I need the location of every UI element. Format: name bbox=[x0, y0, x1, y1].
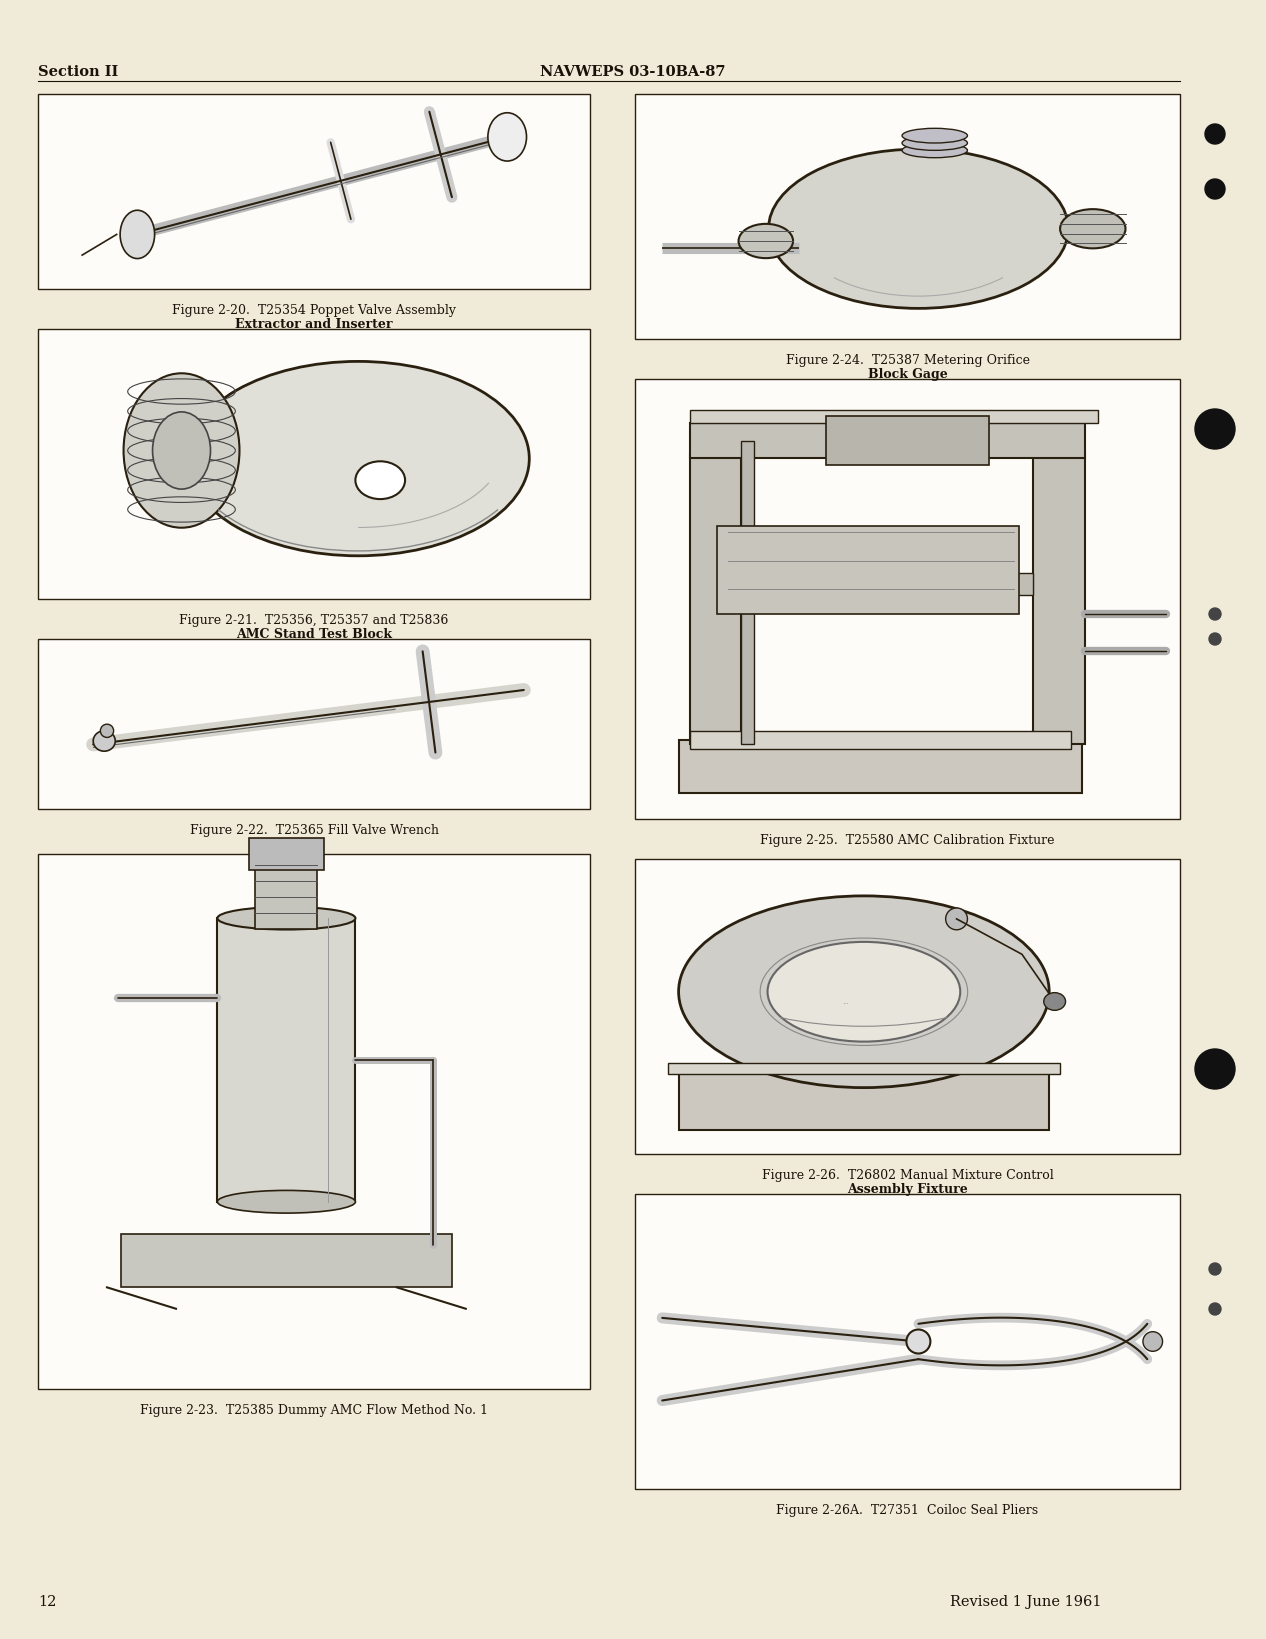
Circle shape bbox=[100, 724, 114, 738]
Bar bbox=[667, 1064, 1060, 1075]
Circle shape bbox=[1143, 1333, 1162, 1352]
Ellipse shape bbox=[903, 129, 967, 144]
Circle shape bbox=[906, 1329, 931, 1354]
Bar bbox=[636, 380, 1180, 820]
Ellipse shape bbox=[94, 731, 115, 752]
Ellipse shape bbox=[1060, 210, 1125, 249]
Bar bbox=[218, 918, 356, 1201]
Text: Figure 2-20.  T25354 Poppet Valve Assembly: Figure 2-20. T25354 Poppet Valve Assembl… bbox=[172, 303, 456, 316]
Bar bbox=[38, 95, 590, 290]
Ellipse shape bbox=[1043, 993, 1066, 1011]
Text: Figure 2-24.  T25387 Metering Orifice: Figure 2-24. T25387 Metering Orifice bbox=[785, 354, 1029, 367]
Bar bbox=[690, 425, 1085, 459]
Bar bbox=[679, 741, 1082, 793]
Bar bbox=[690, 454, 742, 744]
Text: Figure 2-21.  T25356, T25357 and T25836: Figure 2-21. T25356, T25357 and T25836 bbox=[180, 613, 448, 626]
Bar bbox=[120, 1234, 452, 1288]
Text: Assembly Fixture: Assembly Fixture bbox=[847, 1182, 968, 1195]
Bar bbox=[636, 1195, 1180, 1490]
Text: 12: 12 bbox=[38, 1595, 57, 1608]
Ellipse shape bbox=[218, 1190, 356, 1213]
Circle shape bbox=[1209, 1303, 1220, 1314]
Circle shape bbox=[1205, 180, 1225, 200]
Text: Figure 2-26A.  T27351  Coiloc Seal Pliers: Figure 2-26A. T27351 Coiloc Seal Pliers bbox=[776, 1503, 1038, 1516]
Circle shape bbox=[946, 908, 967, 931]
Bar bbox=[742, 574, 1033, 597]
Ellipse shape bbox=[679, 897, 1050, 1088]
Bar bbox=[690, 410, 1098, 425]
Circle shape bbox=[1195, 410, 1236, 449]
Text: AMC Stand Test Block: AMC Stand Test Block bbox=[235, 628, 392, 641]
Text: ...: ... bbox=[842, 998, 848, 1005]
Bar bbox=[679, 1072, 1050, 1131]
Bar bbox=[38, 639, 590, 810]
Bar bbox=[636, 95, 1180, 339]
Ellipse shape bbox=[903, 136, 967, 151]
Text: NAVWEPS 03-10BA-87: NAVWEPS 03-10BA-87 bbox=[541, 66, 725, 79]
Circle shape bbox=[1209, 634, 1220, 646]
Text: Revised 1 June 1961: Revised 1 June 1961 bbox=[950, 1595, 1101, 1608]
Text: Block Gage: Block Gage bbox=[867, 367, 947, 380]
Circle shape bbox=[1205, 125, 1225, 144]
Text: Figure 2-26.  T26802 Manual Mixture Control: Figure 2-26. T26802 Manual Mixture Contr… bbox=[762, 1169, 1053, 1182]
Text: Figure 2-25.  T25580 AMC Calibration Fixture: Figure 2-25. T25580 AMC Calibration Fixt… bbox=[761, 834, 1055, 846]
Bar bbox=[742, 441, 755, 744]
Bar bbox=[717, 528, 1019, 615]
Ellipse shape bbox=[768, 151, 1069, 310]
Bar bbox=[249, 839, 324, 870]
Text: Section II: Section II bbox=[38, 66, 118, 79]
Text: Figure 2-22.  T25365 Fill Valve Wrench: Figure 2-22. T25365 Fill Valve Wrench bbox=[190, 823, 438, 836]
Circle shape bbox=[1209, 608, 1220, 621]
Bar bbox=[690, 731, 1071, 749]
Text: Figure 2-23.  T25385 Dummy AMC Flow Method No. 1: Figure 2-23. T25385 Dummy AMC Flow Metho… bbox=[141, 1403, 487, 1416]
Text: Extractor and Inserter: Extractor and Inserter bbox=[235, 318, 392, 331]
Bar bbox=[825, 418, 989, 465]
Ellipse shape bbox=[738, 225, 793, 259]
Ellipse shape bbox=[187, 362, 529, 557]
Bar bbox=[256, 865, 318, 929]
Ellipse shape bbox=[218, 908, 356, 929]
Ellipse shape bbox=[487, 113, 527, 162]
Ellipse shape bbox=[120, 211, 154, 259]
Circle shape bbox=[1195, 1049, 1236, 1090]
Ellipse shape bbox=[903, 144, 967, 159]
Bar bbox=[38, 329, 590, 600]
Circle shape bbox=[1209, 1264, 1220, 1275]
Bar bbox=[1033, 454, 1085, 744]
Ellipse shape bbox=[124, 374, 239, 528]
Ellipse shape bbox=[152, 413, 210, 490]
Ellipse shape bbox=[356, 462, 405, 500]
Bar bbox=[636, 859, 1180, 1154]
Bar bbox=[38, 854, 590, 1390]
Ellipse shape bbox=[767, 942, 960, 1042]
